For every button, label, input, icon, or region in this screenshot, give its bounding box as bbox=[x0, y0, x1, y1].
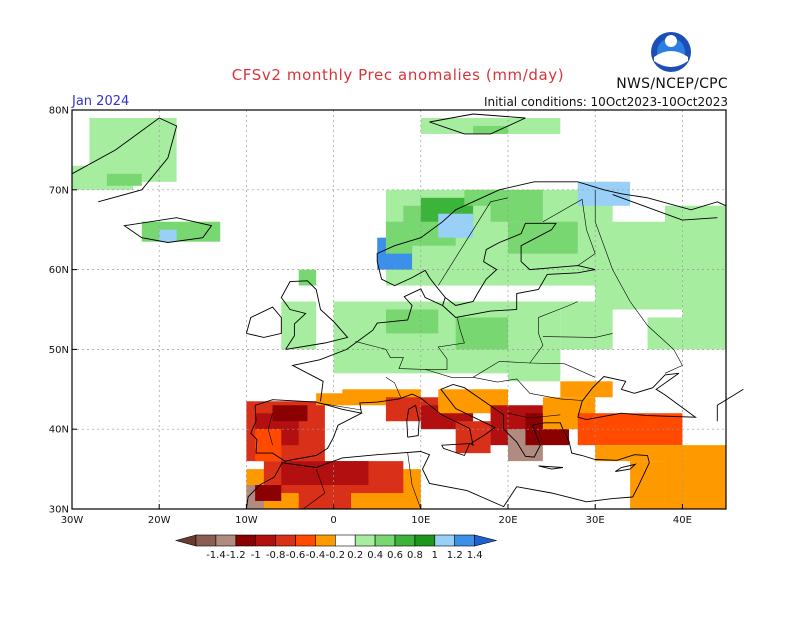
lat-tick-label: 70N bbox=[49, 185, 69, 196]
lon-tick-label: 20W bbox=[148, 515, 171, 526]
legend-swatch bbox=[394, 534, 416, 547]
longitude-ticks: 30W 20W 10W 0 10E 20E 30E 40E bbox=[61, 504, 692, 526]
legend-label: 0.8 bbox=[407, 550, 423, 561]
legend-swatch bbox=[454, 534, 475, 547]
initial-conditions-label: Initial conditions: 10Oct2023-10Oct2023 bbox=[483, 95, 728, 109]
coastlines-and-borders bbox=[71, 113, 744, 510]
lat-tick-label: 60N bbox=[49, 265, 69, 276]
legend-swatch bbox=[195, 534, 217, 547]
legend-label: -1 bbox=[251, 550, 261, 561]
legend-swatch bbox=[275, 534, 296, 547]
color-legend: -1.4 -1.2 -1 -0.8 -0.6 -0.4 -0.2 0.2 0.4 0.6 0.8 1 1… bbox=[174, 534, 497, 561]
legend-swatch bbox=[334, 534, 356, 547]
legend-label: -0.4 bbox=[306, 550, 326, 561]
lat-tick-label: 50N bbox=[49, 345, 69, 356]
legend-label: 1.2 bbox=[447, 550, 463, 561]
legend-label: -1.2 bbox=[226, 550, 246, 561]
month-label: Jan 2024 bbox=[72, 94, 130, 109]
lat-tick-label: 40N bbox=[49, 425, 69, 436]
legend-label: -0.8 bbox=[266, 550, 286, 561]
legend-label: 0.6 bbox=[387, 550, 403, 561]
legend-swatch bbox=[414, 534, 436, 547]
legend-swatch bbox=[315, 534, 336, 547]
legend-swatch bbox=[215, 534, 237, 547]
map-title: CFSv2 monthly Prec anomalies (mm/day) bbox=[231, 66, 565, 84]
lon-tick-label: 20E bbox=[498, 515, 517, 526]
lat-tick-label: 30N bbox=[49, 505, 69, 516]
organization-label: NWS/NCEP/CPC bbox=[616, 76, 728, 92]
legend-label: -0.6 bbox=[286, 550, 306, 561]
legend-swatch bbox=[235, 534, 257, 547]
legend-swatch bbox=[354, 534, 376, 547]
legend-swatch bbox=[374, 534, 396, 547]
lon-tick-label: 30E bbox=[586, 515, 605, 526]
legend-label: 0.4 bbox=[367, 550, 383, 561]
anomaly-cells bbox=[72, 117, 726, 509]
legend-label: 0.2 bbox=[347, 550, 363, 561]
legend-arrow-low bbox=[174, 534, 197, 547]
lon-tick-label: 30W bbox=[61, 515, 84, 526]
lon-tick-label: 10E bbox=[411, 515, 430, 526]
map-gridlines bbox=[72, 110, 726, 509]
legend-label: -1.4 bbox=[206, 550, 226, 561]
legend-label: 1.4 bbox=[467, 550, 483, 561]
legend-label: -0.2 bbox=[326, 550, 346, 561]
map-frame bbox=[71, 109, 727, 510]
legend-swatch bbox=[255, 534, 276, 547]
noaa-logo-icon bbox=[651, 32, 691, 72]
legend-swatch bbox=[434, 534, 455, 547]
lon-tick-label: 10W bbox=[235, 515, 258, 526]
legend-label: 1 bbox=[432, 550, 438, 561]
latitude-ticks: 80N 70N 60N 50N 40N 30N bbox=[49, 106, 77, 516]
legend-swatch bbox=[295, 534, 316, 547]
lat-tick-label: 80N bbox=[49, 106, 69, 117]
legend-arrow-high bbox=[474, 534, 497, 547]
lon-tick-label: 0 bbox=[330, 515, 336, 526]
lon-tick-label: 40E bbox=[673, 515, 692, 526]
